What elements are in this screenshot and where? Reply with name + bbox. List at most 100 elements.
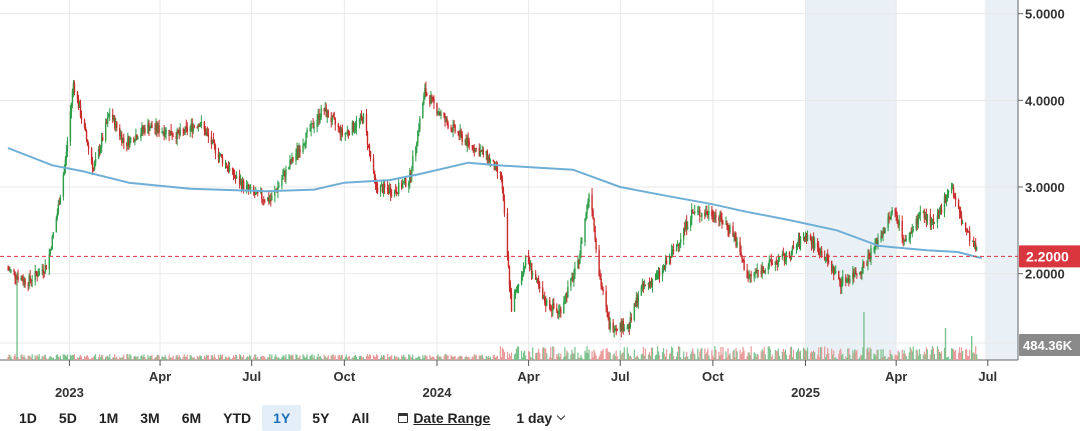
range-1y-button[interactable]: 1Y: [262, 405, 302, 431]
candle-body: [269, 199, 271, 202]
candle-body: [911, 229, 913, 233]
candle-body: [346, 130, 349, 133]
range-all-button[interactable]: All: [340, 405, 380, 431]
candle-body: [120, 134, 122, 137]
candle-body: [663, 266, 666, 268]
candle-body: [832, 265, 834, 272]
volume-bar: [595, 355, 597, 360]
volume-bar: [692, 348, 694, 360]
candle-body: [191, 123, 193, 132]
volume-bar: [278, 357, 280, 360]
candle-body: [299, 149, 301, 153]
candle-body: [936, 215, 939, 223]
volume-bar: [791, 356, 794, 360]
volume-bar: [59, 355, 61, 360]
volume-bar: [22, 357, 24, 360]
candle-body: [257, 191, 259, 194]
volume-bar: [835, 357, 837, 360]
range-1m-button[interactable]: 1M: [88, 405, 129, 431]
volume-bar: [78, 356, 81, 360]
volume-bar: [253, 357, 255, 360]
candle-body: [508, 266, 511, 286]
range-5y-button[interactable]: 5Y: [301, 405, 340, 431]
candle-body: [394, 190, 397, 193]
volume-bar: [282, 355, 284, 360]
range-5d-button[interactable]: 5D: [48, 405, 88, 431]
candle-body: [376, 187, 379, 192]
volume-bar: [883, 356, 885, 360]
volume-bar: [416, 357, 418, 360]
candle-body: [756, 269, 758, 273]
candle-body: [593, 218, 595, 226]
candle-body: [219, 154, 222, 156]
volume-bar: [437, 354, 439, 360]
candle-body: [136, 135, 138, 139]
candle-body: [179, 129, 181, 135]
candle-body: [803, 236, 806, 239]
volume-bar: [114, 354, 116, 360]
volume-bar: [423, 357, 425, 360]
volume-bar: [522, 352, 525, 360]
candle-body: [915, 218, 917, 230]
volume-bar: [65, 356, 68, 360]
date-range-button[interactable]: Date Range: [398, 410, 490, 426]
range-6m-button[interactable]: 6M: [171, 405, 212, 431]
volume-bar: [584, 350, 586, 360]
volume-bar: [452, 357, 454, 360]
volume-bar: [288, 354, 290, 360]
volume-bar: [395, 356, 397, 360]
candle-body: [971, 240, 974, 242]
volume-bar: [149, 356, 151, 360]
volume-bar: [339, 356, 341, 360]
candle-body: [412, 156, 414, 172]
candle-body: [810, 240, 813, 245]
candle-body: [804, 233, 807, 239]
volume-bar: [649, 355, 652, 360]
candle-body: [972, 240, 975, 247]
volume-bar: [211, 355, 214, 360]
range-ytd-button[interactable]: YTD: [212, 405, 262, 431]
volume-bar: [846, 357, 848, 360]
volume-bar: [570, 354, 572, 360]
volume-bar: [869, 347, 871, 360]
volume-bar: [544, 348, 546, 360]
candle-body: [655, 274, 658, 280]
candle-body: [732, 226, 734, 237]
volume-bar: [297, 357, 299, 360]
volume-bar: [657, 351, 660, 360]
candle-body: [691, 209, 693, 220]
candle-body: [507, 255, 510, 267]
volume-bar: [502, 349, 505, 360]
candle-body: [809, 235, 812, 241]
volume-bar: [784, 349, 786, 360]
volume-bar: [403, 354, 405, 360]
candle-body: [323, 108, 325, 112]
interval-dropdown[interactable]: 1 day: [516, 410, 566, 426]
volume-bar: [966, 349, 968, 360]
volume-bar: [493, 354, 495, 360]
volume-bar: [810, 351, 813, 360]
candle-body: [825, 254, 828, 260]
volume-bar: [36, 355, 38, 360]
candle-body: [859, 271, 861, 275]
range-3m-button[interactable]: 3M: [129, 405, 170, 431]
candle-body: [271, 195, 273, 201]
volume-bar: [718, 351, 720, 360]
candle-body: [330, 117, 332, 122]
volume-bar: [524, 355, 527, 360]
range-1d-button[interactable]: 1D: [8, 405, 48, 431]
volume-bar: [8, 354, 10, 360]
candle-body: [157, 125, 159, 131]
candle-body: [62, 174, 65, 197]
candle-body: [778, 257, 781, 260]
candle-body: [468, 141, 470, 146]
volume-bar: [225, 357, 228, 360]
candle-body: [204, 129, 207, 136]
candle-body: [471, 145, 473, 147]
volume-bar: [291, 354, 293, 360]
candle-body: [894, 209, 896, 211]
price-chart[interactable]: 2023 Apr Jul Oct 2024 Apr Jul Oct 2025 Apr Jul 5.00…: [0, 0, 1080, 405]
volume-bar: [466, 357, 468, 360]
candle-body: [372, 158, 375, 171]
volume-bar: [908, 352, 910, 360]
